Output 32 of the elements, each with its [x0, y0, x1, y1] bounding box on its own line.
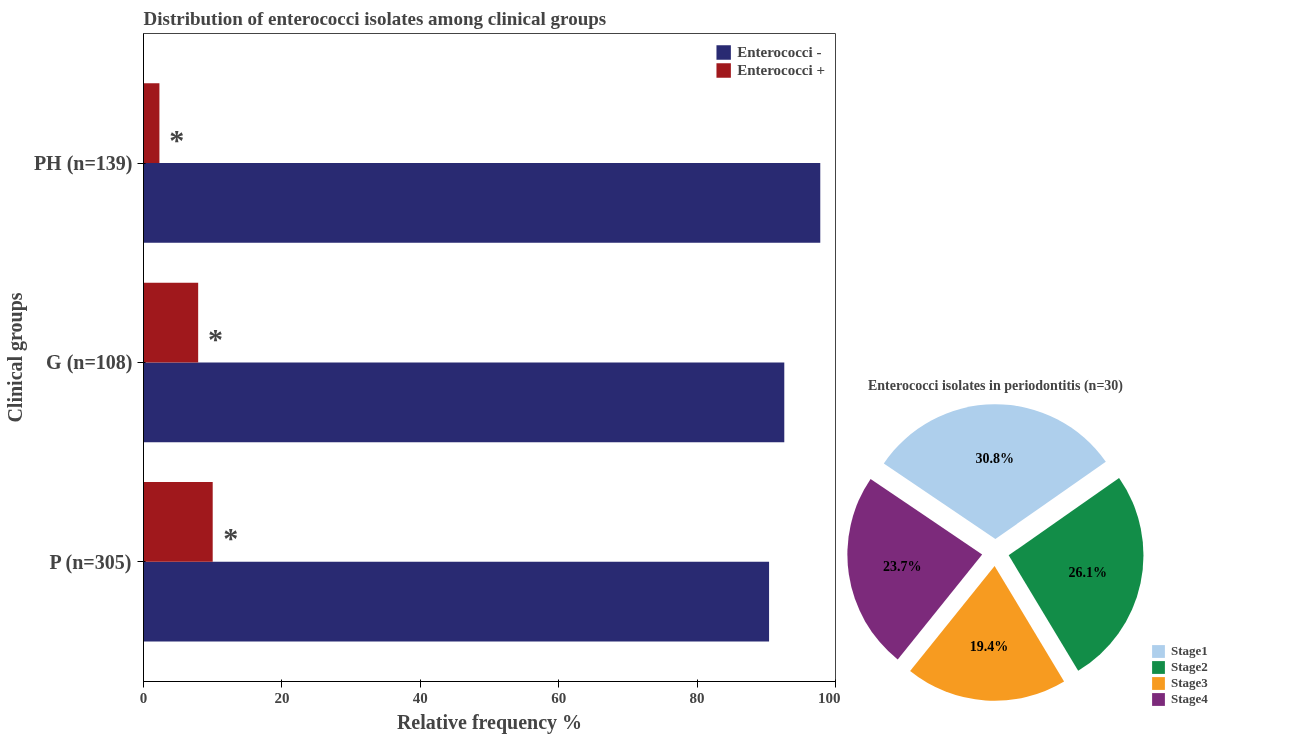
x-tick-label: 40 — [412, 689, 428, 706]
data-label: 23.7% — [882, 559, 922, 575]
bar — [143, 362, 785, 443]
legend-label: Enterococci - — [737, 43, 822, 61]
bar — [143, 83, 160, 164]
data-label: 26.1% — [1068, 564, 1108, 580]
chart-title: Enterococci isolates in periodontitis (n=30) — [867, 377, 1124, 394]
y-axis-title: Clinical groups — [3, 292, 27, 423]
x-tick-label: 0 — [139, 689, 148, 706]
data-label: 19.4% — [969, 639, 1009, 655]
annotation: * — [169, 122, 185, 156]
y-tick-label: PH (n=139) — [33, 152, 133, 176]
bar — [143, 482, 213, 562]
annotation: * — [223, 521, 239, 555]
data-label: 30.8% — [975, 450, 1015, 466]
bar — [143, 561, 770, 642]
y-tick-label: G (n=108) — [46, 351, 133, 375]
bar — [143, 163, 821, 243]
annotation: * — [207, 322, 223, 356]
y-tick-label: P (n=305) — [49, 550, 132, 574]
legend-label: Stage4 — [1171, 691, 1208, 707]
x-axis-title: Relative frequency % — [396, 710, 583, 734]
legend-label: Stage3 — [1171, 675, 1208, 691]
legend-label: Enterococci + — [737, 61, 825, 79]
legend-label: Stage2 — [1171, 659, 1208, 675]
legend-label: Stage1 — [1171, 643, 1208, 659]
x-tick-label: 20 — [274, 689, 290, 706]
bar — [143, 282, 199, 363]
chart-title: Distribution of enterococci isolates among clinical groups — [143, 7, 607, 29]
x-tick-label: 60 — [551, 689, 567, 706]
x-tick-label: 100 — [818, 689, 841, 706]
x-tick-label: 80 — [689, 689, 705, 706]
